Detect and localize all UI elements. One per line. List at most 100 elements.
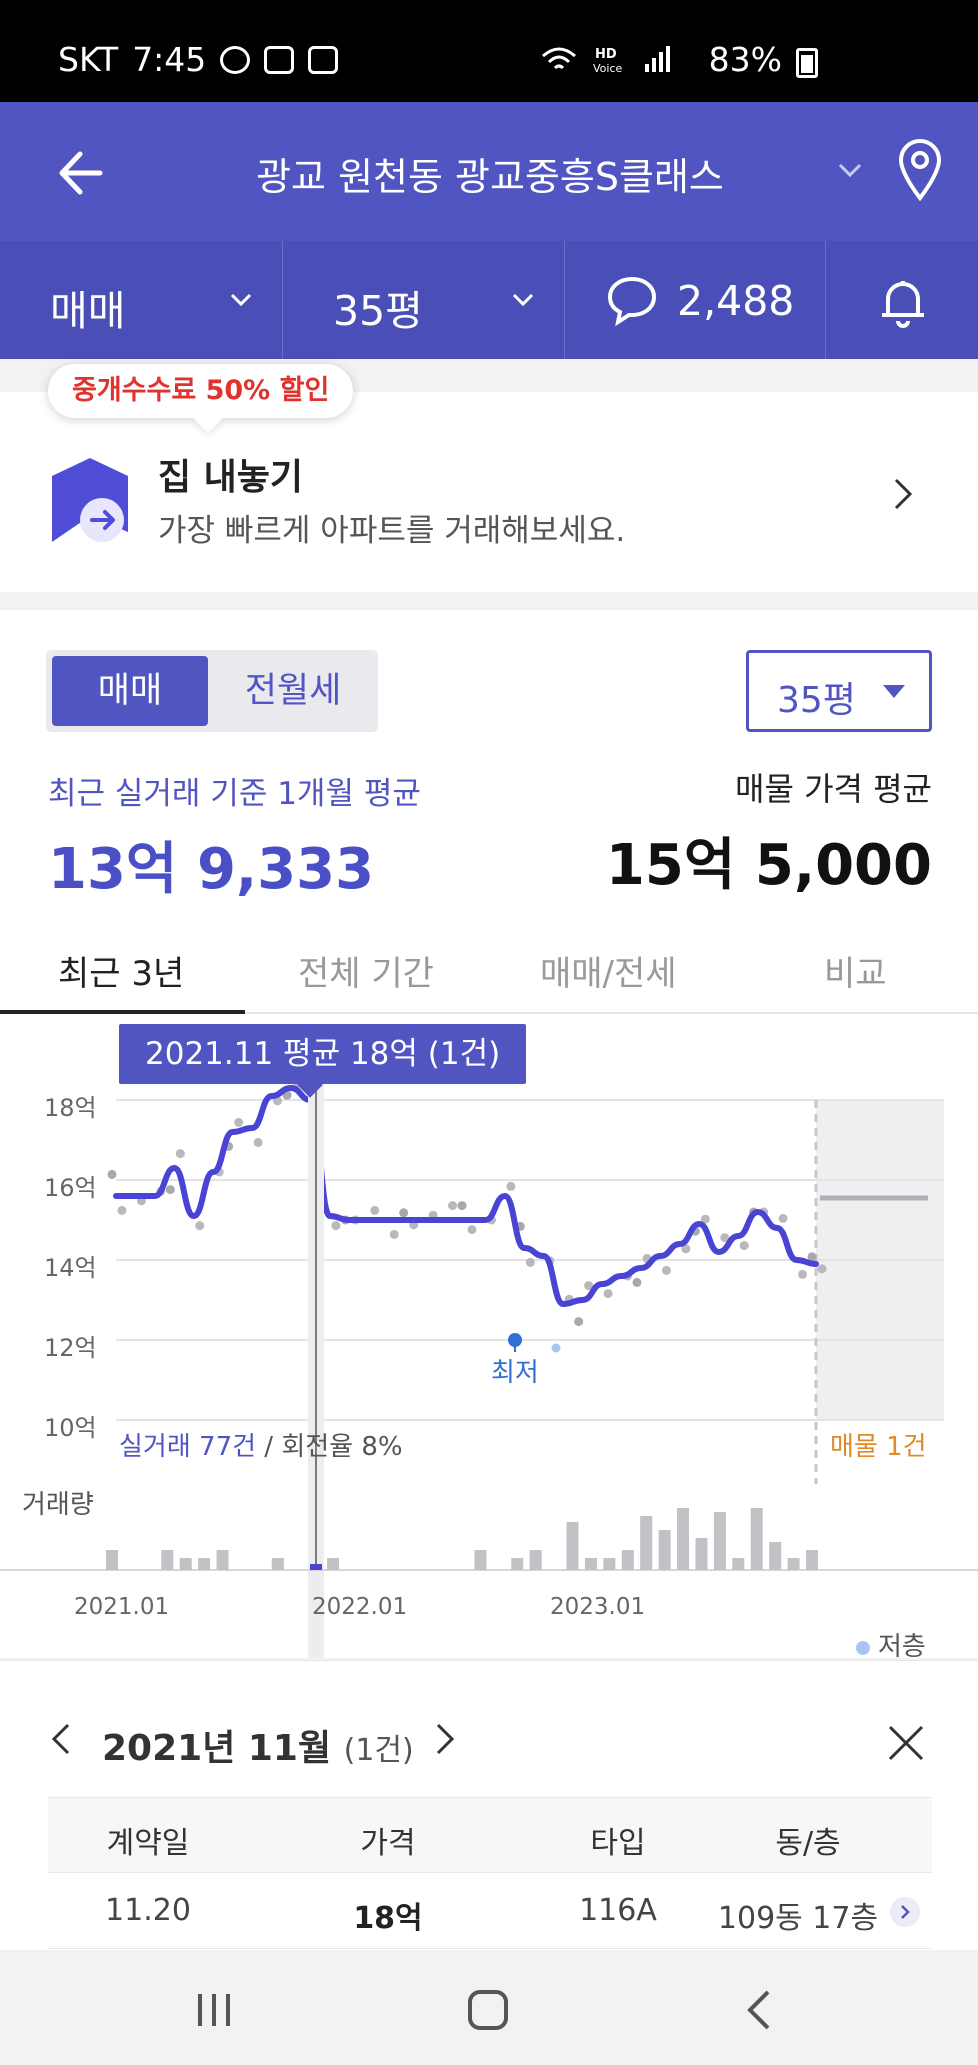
volume-bar	[658, 1530, 671, 1570]
system-nav-bar	[0, 1950, 978, 2065]
volume-bar	[198, 1558, 211, 1570]
trade-point	[253, 1137, 263, 1147]
home-icon[interactable]	[458, 1980, 518, 2040]
min-marker	[508, 1333, 522, 1347]
carrier: SKT	[58, 40, 119, 79]
sell-home-title: 집 내놓기	[158, 457, 304, 498]
trade-point	[506, 1181, 516, 1191]
y-tick-label: 12억	[44, 1334, 97, 1362]
trade-type-label: 매매	[50, 287, 126, 335]
detail-month-count: (1건)	[343, 1733, 414, 1768]
trade-point	[457, 1201, 467, 1211]
recent-avg-value: 13억 9,333	[48, 837, 375, 902]
trade-point	[720, 1233, 730, 1243]
table-row[interactable]: 11.20 18억 116A 109동 17층	[48, 1873, 932, 1949]
comments-count: 2,488	[677, 277, 795, 325]
chat-bubble-icon	[607, 276, 657, 327]
back-arrow-icon[interactable]	[50, 138, 120, 208]
recent-avg-label: 최근 실거래 기준 1개월 평균	[48, 776, 421, 812]
recent-apps-icon[interactable]	[184, 1980, 244, 2040]
tab-recent-3y[interactable]: 최근 3년	[58, 954, 185, 994]
chevron-down-icon[interactable]	[832, 152, 868, 188]
trade-point	[807, 1252, 817, 1262]
tab-all-period[interactable]: 전체 기간	[298, 954, 434, 994]
volume-bar	[161, 1550, 174, 1570]
turnover-rate: / 회전율 8%	[264, 1432, 403, 1462]
segment-rent[interactable]: 전월세	[244, 671, 342, 711]
volume-bar	[179, 1558, 192, 1570]
filter-bar: 매매 35평 2,488	[0, 241, 978, 359]
col-price: 가격	[360, 1826, 416, 1861]
volume-bar	[750, 1508, 763, 1570]
comments-button[interactable]: 2,488	[565, 241, 826, 359]
trade-point	[399, 1208, 409, 1218]
volume-bar	[806, 1550, 818, 1570]
tab-sale-jeonse[interactable]: 매매/전세	[540, 954, 677, 994]
legend-low-floor: 저층	[856, 1626, 926, 1663]
price-chart[interactable]: 2021.11 평균 18억 (1건) 18억 16억 14억 12억 10억 …	[0, 1014, 978, 1662]
volume-bar	[529, 1550, 542, 1570]
clock: 7:45	[132, 40, 207, 79]
sell-home-subtitle: 가장 빠르게 아파트를 거래해보세요.	[158, 513, 626, 549]
price-chart-svg[interactable]	[0, 1014, 978, 1658]
chart-tooltip: 2021.11 평균 18억 (1건)	[119, 1024, 527, 1084]
active-tab-indicator	[0, 1010, 245, 1014]
chevron-right-icon[interactable]	[430, 1719, 460, 1759]
listing-count[interactable]: 매물 1건	[830, 1432, 927, 1462]
close-icon[interactable]	[886, 1723, 926, 1763]
size-select-label: 35평	[777, 680, 856, 721]
col-date: 계약일	[106, 1826, 190, 1861]
listing-avg-label: 매물 가격 평균	[735, 770, 932, 808]
sell-home-card[interactable]: 집 내놓기 가장 빠르게 아파트를 거래해보세요.	[0, 392, 978, 592]
trade-point	[117, 1205, 127, 1215]
detail-month: 2021년 11월 (1건)	[102, 1719, 414, 1771]
volume-bar	[216, 1550, 229, 1570]
trade-point	[661, 1265, 671, 1275]
chevron-left-icon[interactable]	[46, 1719, 76, 1759]
status-icons: HD Voice	[539, 44, 673, 74]
trade-type-dropdown[interactable]: 매매	[0, 241, 283, 359]
size-label: 35평	[333, 287, 423, 335]
volume-bar	[511, 1558, 524, 1570]
tab-compare[interactable]: 비교	[824, 954, 887, 994]
x-tick-label: 2023.01	[550, 1594, 646, 1620]
alarm-button[interactable]	[826, 241, 978, 359]
trade-point	[389, 1229, 399, 1239]
complex-title[interactable]: 광교 원천동 광교중흥S클래스	[256, 155, 724, 199]
volume-bar	[677, 1508, 690, 1570]
low-floor-point	[551, 1343, 561, 1353]
y-tick-label: 16억	[44, 1174, 97, 1202]
house-icon	[52, 458, 128, 542]
location-pin-icon[interactable]	[895, 138, 945, 202]
size-dropdown[interactable]: 35평	[283, 241, 565, 359]
trade-count: 실거래 77건	[119, 1432, 257, 1462]
legend-low-label: 저층	[878, 1632, 926, 1662]
volume-bar	[566, 1522, 579, 1570]
fee-discount-badge[interactable]: 중개수수료 50% 할인	[48, 364, 354, 418]
trade-point	[632, 1277, 642, 1287]
row-type: 116A	[579, 1893, 657, 1928]
signal-icon	[645, 46, 670, 72]
trade-point	[234, 1117, 244, 1127]
segment-sale[interactable]: 매매	[52, 656, 208, 726]
volume-bar	[640, 1516, 653, 1570]
y-tick-label: 18억	[44, 1094, 97, 1122]
wifi-call-notification-icon	[308, 45, 339, 74]
back-nav-icon[interactable]	[730, 1980, 790, 2040]
chevron-down-icon	[512, 293, 534, 307]
chevron-right-icon[interactable]	[890, 1897, 920, 1927]
size-select[interactable]: 35평	[746, 650, 932, 732]
period-tabs: 최근 3년 전체 기간 매매/전세 비교	[0, 914, 978, 1014]
volume-bar	[713, 1512, 726, 1570]
trade-point	[584, 1281, 594, 1291]
selected-volume-bar	[310, 1564, 322, 1570]
col-type: 타입	[590, 1826, 646, 1861]
legend-dot	[856, 1640, 870, 1655]
trade-point	[798, 1269, 808, 1279]
month-detail-panel: 2021년 11월 (1건) 계약일 가격 타입 동/층 11.20 18억 1…	[0, 1660, 978, 1950]
chevron-down-icon	[230, 293, 252, 307]
gallery-notification-icon	[264, 45, 295, 74]
trade-table: 계약일 가격 타입 동/층 11.20 18억 116A 109동 17층	[48, 1797, 932, 1949]
svg-text:HD: HD	[595, 47, 617, 62]
